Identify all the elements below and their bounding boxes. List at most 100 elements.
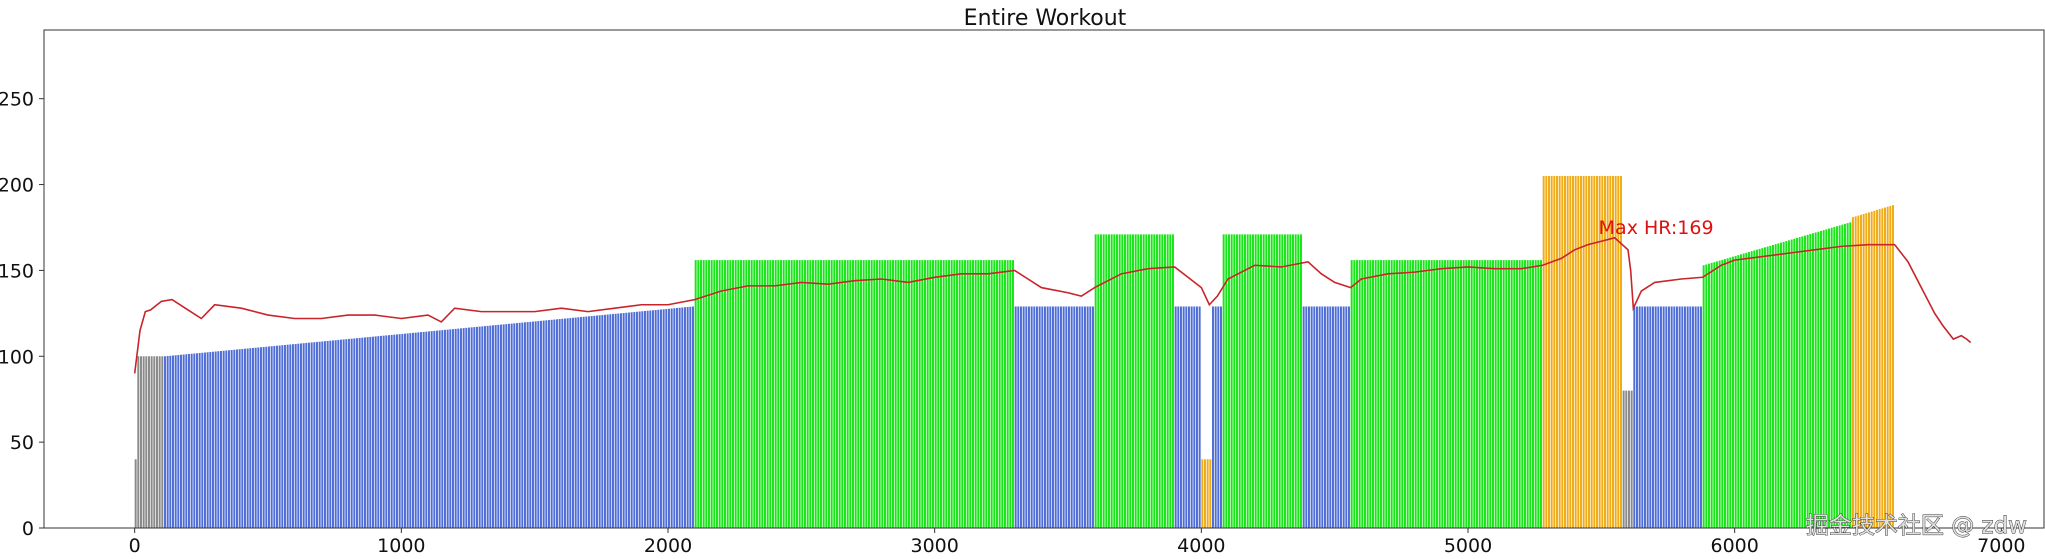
power-bar (769, 260, 772, 528)
power-bar (294, 343, 297, 528)
power-bar (1278, 234, 1281, 528)
power-bar (918, 260, 921, 528)
power-bar (700, 260, 702, 528)
power-bar (558, 319, 561, 528)
power-bar (921, 260, 924, 528)
power-bar (1118, 234, 1121, 528)
power-bar (457, 328, 460, 528)
power-bar (809, 260, 812, 528)
power-bar (708, 260, 710, 528)
power-bar (1209, 459, 1212, 528)
y-tick-label: 250 (0, 89, 34, 111)
power-bar (1014, 306, 1017, 528)
power-bar (1550, 175, 1553, 528)
power-bar (638, 311, 641, 528)
power-bar (916, 260, 918, 528)
power-bar (462, 328, 465, 528)
power-bar (820, 260, 822, 528)
x-tick-label: 5000 (1444, 535, 1492, 555)
power-bar (348, 338, 350, 528)
power-bar (1526, 260, 1529, 528)
power-bar (1364, 260, 1366, 528)
power-bar (220, 350, 222, 528)
power-bar (836, 260, 838, 528)
power-bar (209, 352, 212, 528)
power-bar (1473, 260, 1476, 528)
power-bar (1769, 245, 1772, 528)
power-bar (478, 326, 481, 528)
power-bar (878, 260, 881, 528)
power-bar (1470, 260, 1473, 528)
power-bar (622, 313, 625, 528)
power-bar (468, 327, 470, 528)
power-bar (780, 260, 782, 528)
power-bar (662, 309, 665, 528)
power-bar (801, 260, 804, 528)
power-bar (1313, 306, 1316, 528)
power-bar (1460, 260, 1462, 528)
power-bar (1644, 306, 1646, 528)
power-bar (1886, 206, 1889, 528)
power-bar (668, 308, 670, 528)
power-bar (953, 260, 956, 528)
power-bar (1257, 234, 1260, 528)
power-bar (1305, 306, 1308, 528)
power-bar (1830, 227, 1833, 529)
power-bar (1702, 265, 1705, 528)
power-bar (1713, 262, 1716, 528)
power-bar (222, 350, 225, 528)
power-bar (169, 355, 172, 528)
power-bar (905, 260, 908, 528)
power-bar (1862, 213, 1865, 528)
power-bar (409, 333, 412, 528)
power-bar (1028, 306, 1030, 528)
power-bar (268, 346, 270, 528)
power-bar (740, 260, 742, 528)
power-bar (244, 348, 246, 528)
power-bar (601, 315, 604, 528)
power-bar (1124, 234, 1126, 528)
power-bar (1206, 459, 1209, 528)
power-bar (1753, 250, 1756, 528)
power-bar (1292, 234, 1294, 528)
power-bar (1318, 306, 1321, 528)
power-bar (1078, 306, 1081, 528)
power-bar (380, 335, 382, 528)
power-bar (526, 322, 529, 528)
power-bar (326, 340, 329, 528)
power-bar (414, 332, 417, 528)
power-bar (1548, 175, 1550, 528)
power-bar (681, 307, 684, 528)
power-bar (1617, 175, 1620, 528)
power-bar (334, 340, 337, 528)
power-bar (852, 260, 854, 528)
power-bar (990, 260, 993, 528)
power-bar (766, 260, 769, 528)
power-bar (1241, 234, 1244, 528)
power-bar (612, 314, 614, 528)
power-bar (782, 260, 785, 528)
power-bar (1889, 205, 1892, 528)
power-bar (777, 260, 780, 528)
power-bar (964, 260, 966, 528)
power-bar (145, 356, 148, 528)
power-bar (164, 356, 166, 528)
power-bar (254, 347, 257, 528)
power-bar (446, 329, 449, 528)
power-bar (798, 260, 801, 528)
power-bar (1524, 260, 1526, 528)
power-bar (1772, 244, 1774, 528)
power-bar (1166, 234, 1169, 528)
power-bar (1254, 234, 1257, 528)
power-bar (761, 260, 764, 528)
power-bar (1745, 252, 1748, 528)
power-bar (494, 325, 497, 528)
power-bar (1718, 260, 1721, 528)
power-bar (1854, 216, 1857, 528)
power-bar (374, 336, 377, 528)
power-bar (585, 316, 588, 528)
power-bar (404, 333, 406, 528)
power-bar (1748, 251, 1750, 529)
power-bar (441, 330, 444, 528)
power-bar (230, 349, 233, 528)
